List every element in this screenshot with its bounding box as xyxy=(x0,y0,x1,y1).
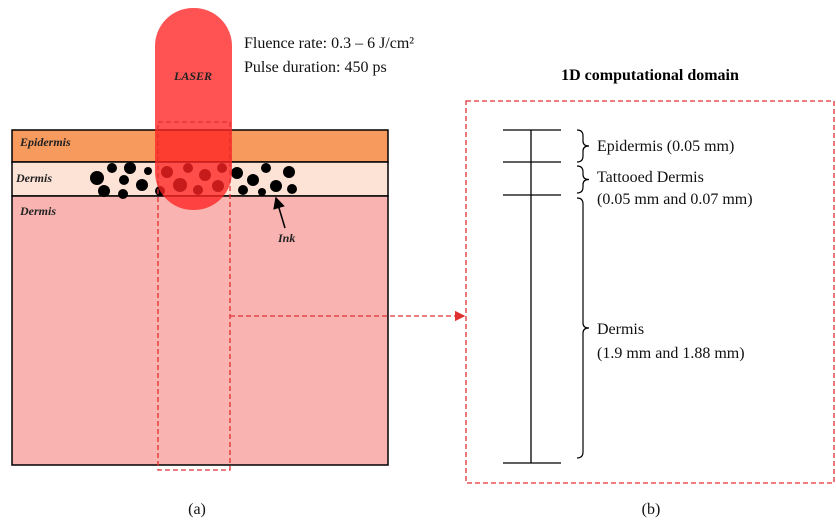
fluence-text: Fluence rate: 0.3 – 6 J/cm² xyxy=(244,35,414,52)
laser-beam xyxy=(155,8,232,210)
domain-axis xyxy=(503,130,561,463)
laser-label: LASER xyxy=(173,69,212,83)
dermis-layer xyxy=(12,196,388,465)
caption: (a) xyxy=(188,501,206,518)
layer-label: Dermis xyxy=(19,204,56,218)
domain-label: Dermis xyxy=(597,321,644,338)
layer-label: Dermis xyxy=(15,171,52,185)
caption: (b) xyxy=(642,501,661,518)
page: LASER Fluence rate: 0.3 – 6 J/cm² Pulse … xyxy=(0,0,836,524)
ink-label: Ink xyxy=(277,231,295,245)
domain-box xyxy=(466,101,834,483)
layer-label: Epidermis xyxy=(19,135,71,149)
domain-title: 1D computational domain xyxy=(561,67,739,84)
domain-label: Tattooed Dermis xyxy=(597,169,704,186)
braces xyxy=(577,130,589,458)
domain-label: (0.05 mm and 0.07 mm) xyxy=(597,191,753,208)
figure: LASER Fluence rate: 0.3 – 6 J/cm² Pulse … xyxy=(0,0,836,524)
pulse-text: Pulse duration: 450 ps xyxy=(244,59,387,76)
domain-label: Epidermis (0.05 mm) xyxy=(597,138,734,155)
domain-label: (1.9 mm and 1.88 mm) xyxy=(597,345,745,362)
